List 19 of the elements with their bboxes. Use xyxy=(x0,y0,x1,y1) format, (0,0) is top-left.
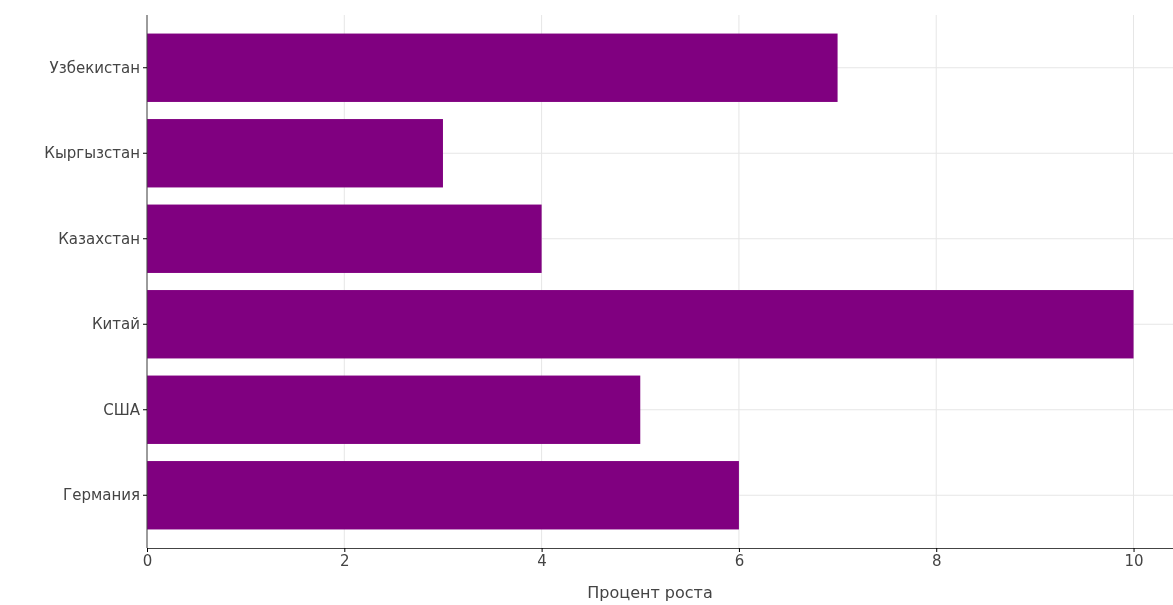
x-tick-label: 2 xyxy=(340,551,350,570)
y-tick-label: США xyxy=(103,400,141,419)
y-tick-label: Германия xyxy=(63,486,140,505)
bar xyxy=(147,33,838,102)
bar xyxy=(147,119,443,188)
x-tick-label: 10 xyxy=(1124,551,1144,570)
bar xyxy=(147,290,1134,359)
x-tick-label: 0 xyxy=(142,551,153,570)
x-tick-label: 6 xyxy=(734,551,745,570)
y-tick-label: Казахстан xyxy=(58,229,140,248)
y-tick-label: Узбекистан xyxy=(49,58,140,77)
x-tick-label: 8 xyxy=(931,551,942,570)
bar xyxy=(147,375,641,444)
y-tick-label: Кыргызстан xyxy=(44,144,140,163)
x-axis-title: Процент роста xyxy=(587,583,713,602)
x-tick-label: 4 xyxy=(537,551,547,570)
bar xyxy=(147,204,542,273)
bar xyxy=(147,461,739,530)
y-tick-label: Китай xyxy=(91,315,140,334)
